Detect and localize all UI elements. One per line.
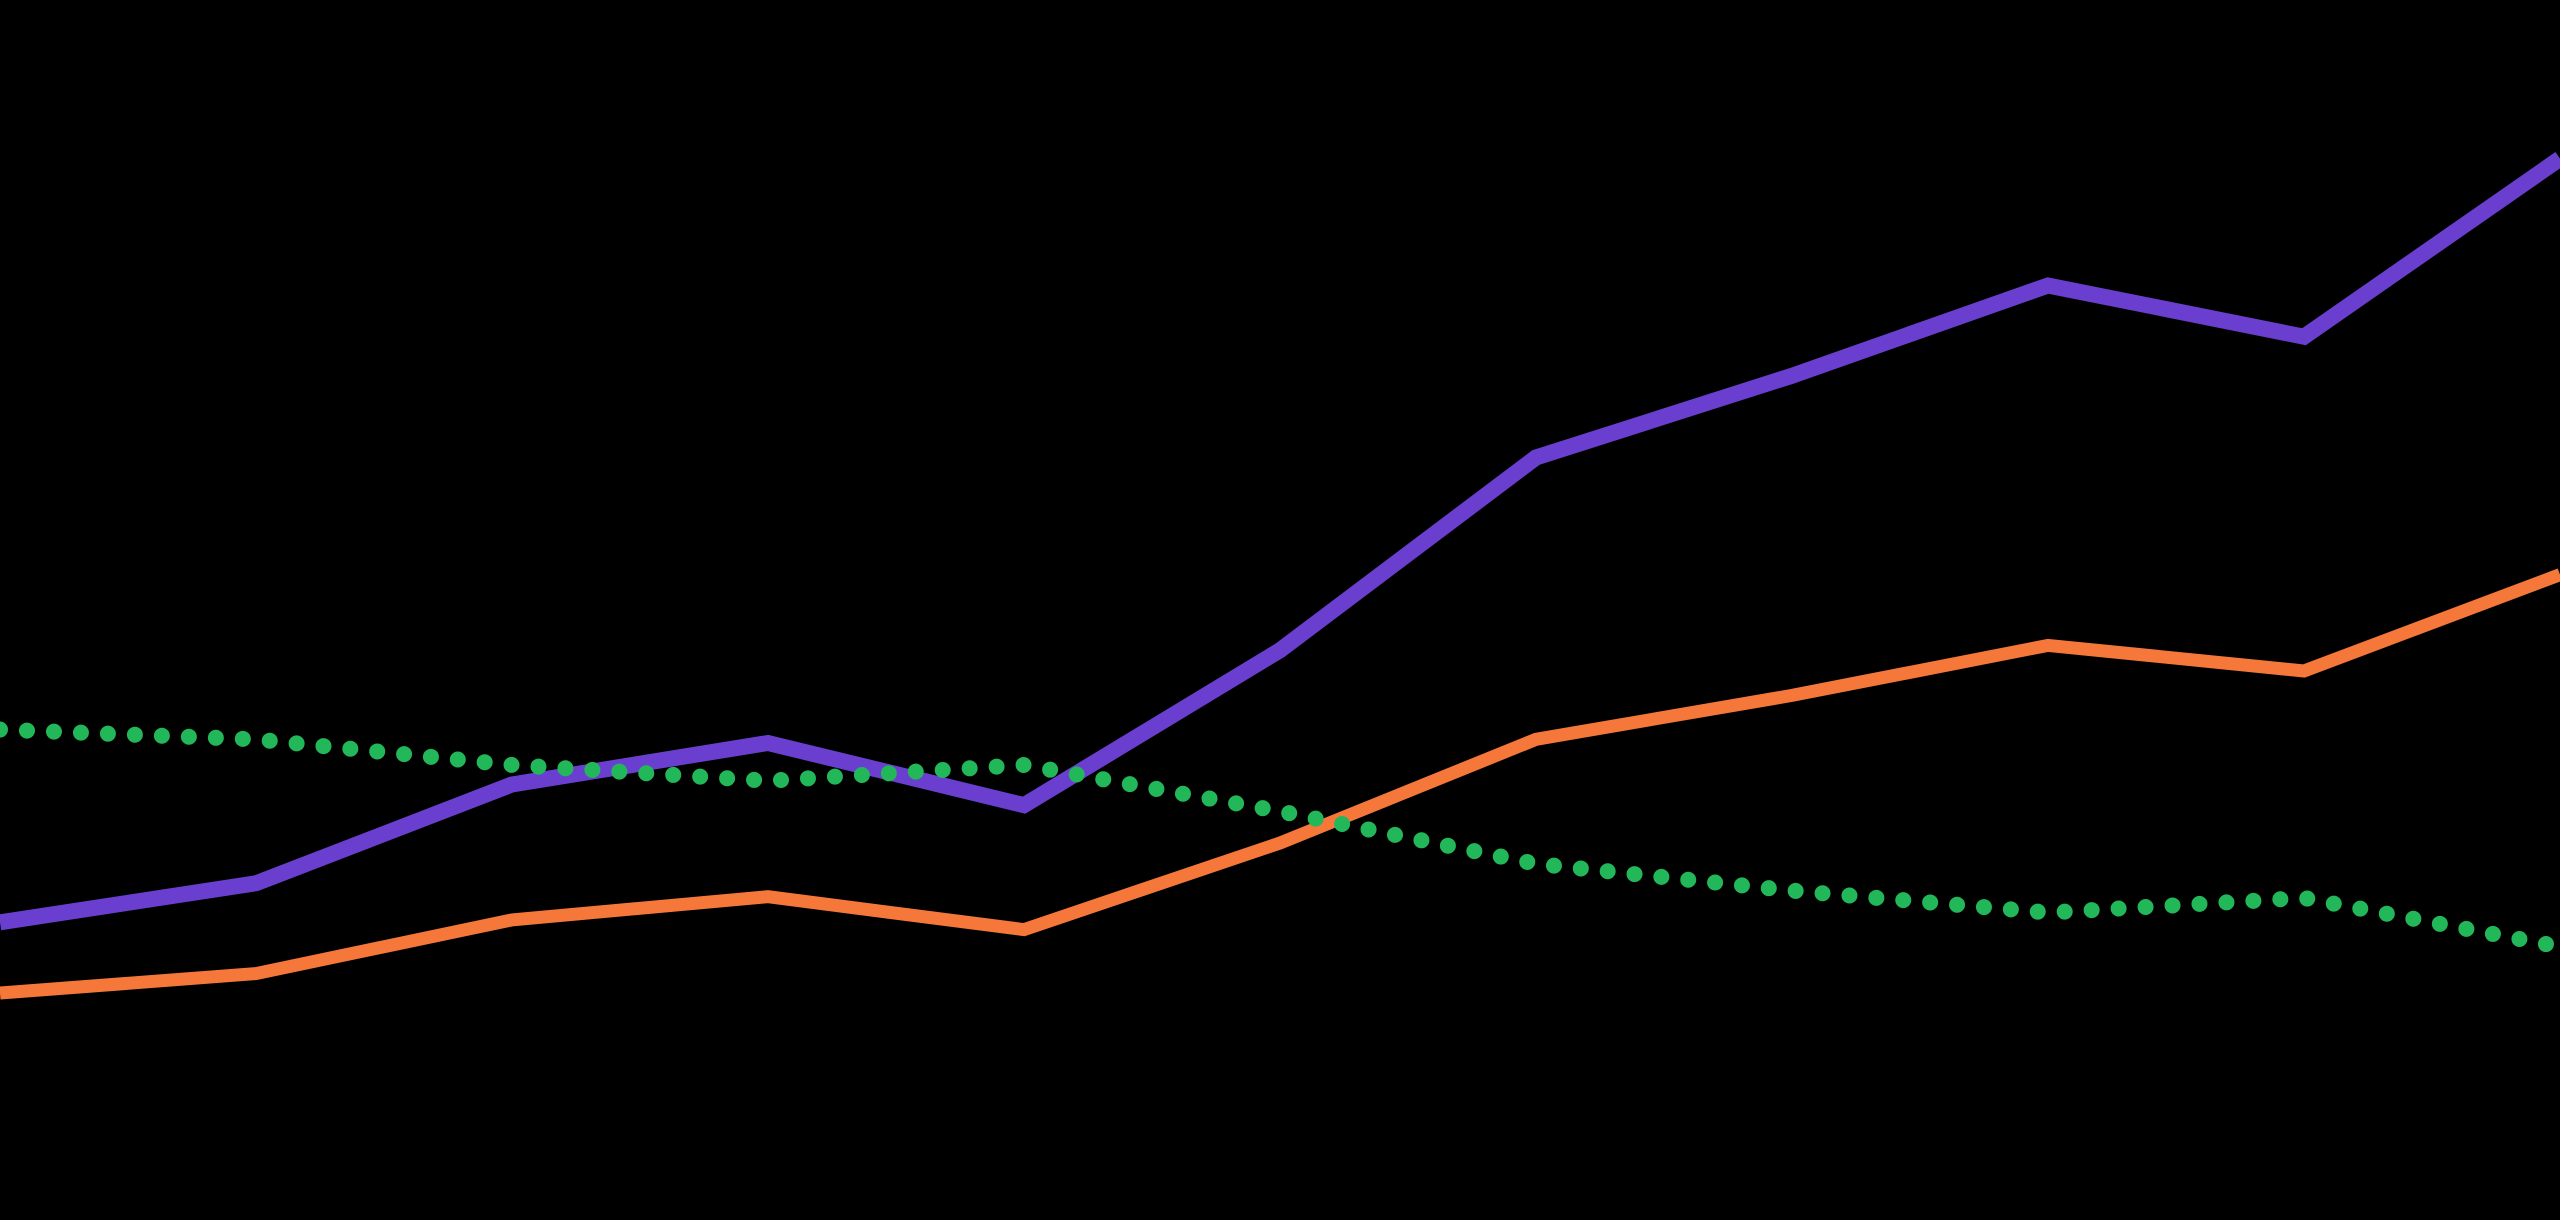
series-line	[0, 152, 2560, 931]
series-line	[0, 568, 2560, 1000]
series-line	[0, 721, 2560, 955]
